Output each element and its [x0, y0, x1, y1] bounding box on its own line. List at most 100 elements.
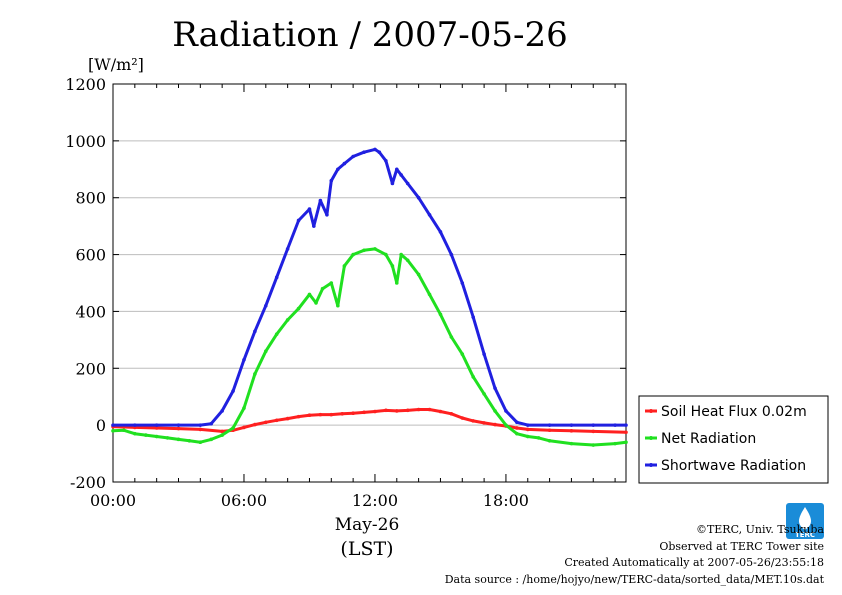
data-point: [591, 443, 596, 447]
legend-label: Net Radiation: [661, 431, 756, 447]
data-point: [154, 423, 159, 427]
data-point: [416, 407, 421, 412]
data-point: [547, 423, 552, 427]
data-point: [143, 433, 148, 437]
legend: Soil Heat Flux 0.02m Net Radiation Shortwa…: [638, 395, 829, 484]
data-point: [264, 349, 268, 354]
data-point: [154, 426, 159, 430]
legend-marker: [649, 436, 653, 440]
data-point: [314, 301, 318, 305]
data-point: [394, 409, 399, 413]
data-point: [342, 161, 347, 166]
x-axis-sublabel: (LST): [340, 538, 393, 560]
data-point: [405, 258, 410, 263]
data-point: [198, 427, 203, 432]
data-point: [220, 433, 224, 437]
data-point: [449, 335, 454, 339]
data-point: [394, 167, 399, 172]
data-point: [231, 426, 235, 430]
data-point: [176, 423, 181, 427]
data-point: [242, 425, 246, 430]
data-point: [399, 252, 403, 257]
data-point: [405, 408, 410, 413]
data-point: [482, 392, 486, 396]
data-point: [416, 195, 421, 200]
y-axis-label: [W/m²]: [88, 55, 144, 74]
y-tick-label: 600: [75, 246, 106, 265]
data-point: [471, 419, 475, 423]
data-point: [329, 178, 334, 183]
data-point: [325, 212, 329, 217]
data-point: [449, 252, 454, 257]
data-point: [336, 167, 340, 172]
data-point: [569, 441, 574, 446]
data-point: [525, 427, 530, 432]
logo-text: TERC: [795, 531, 815, 539]
data-point: [591, 429, 596, 434]
data-point: [416, 272, 421, 277]
data-point: [525, 434, 530, 439]
legend-label: Soil Heat Flux 0.02m: [661, 404, 807, 420]
y-tick-label: 800: [75, 189, 106, 208]
data-point: [613, 423, 617, 427]
data-point: [449, 411, 454, 416]
data-point: [296, 414, 301, 419]
data-point: [438, 230, 443, 234]
y-tick-label: 1000: [65, 132, 106, 151]
credits: ©TERC, Univ. Tsukuba Observed at TERC To…: [445, 523, 825, 586]
data-point: [482, 421, 486, 425]
x-axis-ticks: 00:00 06:00 12:00 18:00: [90, 84, 616, 510]
data-point: [384, 408, 388, 413]
y-tick-label: -200: [70, 473, 106, 492]
data-point: [231, 389, 235, 393]
plot-frame: [112, 83, 627, 483]
data-point: [198, 423, 203, 427]
data-point: [460, 416, 465, 420]
terc-logo: TERC: [786, 503, 824, 539]
data-point: [320, 286, 325, 291]
data-point: [154, 434, 159, 439]
data-point: [390, 181, 395, 186]
data-point: [536, 436, 541, 440]
series-line-1: [112, 247, 627, 447]
data-point: [624, 440, 628, 445]
data-point: [329, 281, 334, 285]
data-point: [373, 247, 377, 251]
x-axis-label: May-26: [335, 515, 400, 535]
data-point: [176, 437, 181, 442]
data-point: [515, 420, 519, 425]
data-point: [187, 438, 192, 443]
data-point: [351, 252, 355, 257]
data-point: [482, 352, 486, 356]
series-layer: [111, 147, 628, 447]
data-point: [515, 426, 519, 430]
data-point: [122, 428, 126, 433]
data-point: [493, 422, 497, 427]
data-point: [307, 207, 312, 211]
data-point: [547, 438, 552, 443]
data-point: [111, 429, 115, 433]
x-tick-label: 00:00: [90, 491, 136, 510]
data-point: [285, 247, 290, 251]
data-point: [438, 409, 443, 414]
series-line-2: [113, 147, 626, 427]
data-point: [342, 264, 347, 268]
data-point: [569, 423, 574, 427]
data-point: [307, 292, 312, 297]
data-point: [493, 409, 497, 413]
data-point: [384, 158, 388, 163]
data-point: [318, 198, 323, 203]
data-point: [547, 428, 552, 433]
data-point: [362, 410, 366, 415]
x-tick-label: 06:00: [221, 491, 267, 510]
x-tick-label: 18:00: [483, 491, 529, 510]
data-point: [264, 420, 268, 425]
data-point: [133, 431, 137, 436]
data-point: [307, 413, 312, 417]
data-point: [253, 329, 257, 334]
data-point: [373, 147, 377, 152]
data-point: [176, 426, 181, 431]
data-point: [198, 440, 203, 445]
data-point: [209, 421, 214, 426]
data-point: [274, 418, 279, 423]
